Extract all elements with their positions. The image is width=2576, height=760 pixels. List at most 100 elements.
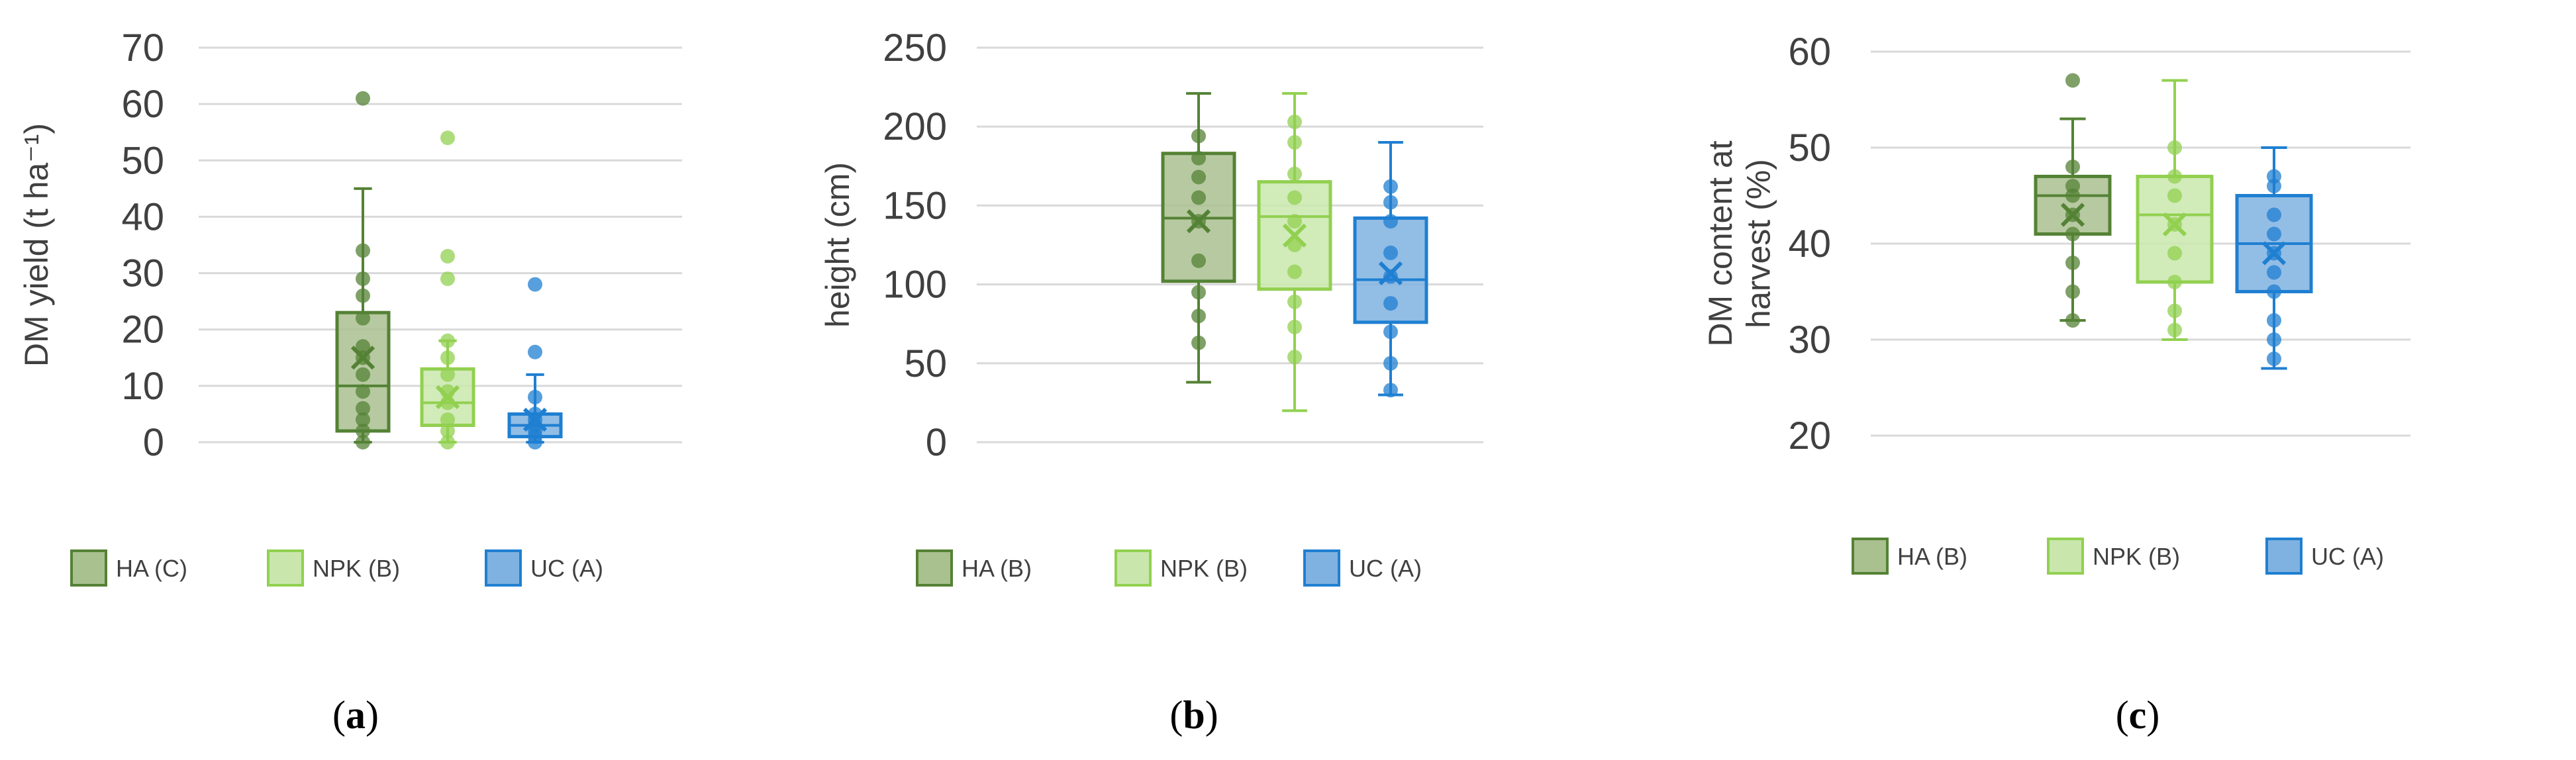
data-point <box>528 389 542 404</box>
data-point <box>1191 285 1206 300</box>
y-tick-label: 30 <box>1788 318 1831 361</box>
panel-label: (a) <box>332 693 379 737</box>
mean-marker <box>2162 212 2187 237</box>
data-point <box>2267 169 2281 184</box>
legend-swatch <box>2047 538 2084 575</box>
data-point <box>356 91 370 106</box>
series-3 <box>2235 146 2313 370</box>
data-point <box>2267 265 2281 280</box>
panel-label: (c) <box>2116 693 2160 737</box>
legend-item: UC (A) <box>1303 549 1422 587</box>
data-point <box>1287 115 1302 130</box>
data-point <box>1287 350 1302 365</box>
data-point <box>2065 284 2080 299</box>
chart-panel-a: 0 10 20 30 40 50 60 70 DM yield (t ha⁻¹) HA (C) NP… <box>18 26 682 737</box>
chart-panel-c: 20 30 40 50 60 DM content atharvest (%) HA (B)… <box>1702 30 2410 737</box>
panel-label: (b) <box>1169 693 1218 737</box>
mean-marker <box>435 385 460 410</box>
series-1 <box>1161 92 1236 384</box>
y-tick-label: 200 <box>883 105 947 148</box>
data-point <box>1287 166 1302 181</box>
legend-swatch <box>1852 538 1889 575</box>
data-point <box>356 384 370 399</box>
data-point <box>2167 303 2182 318</box>
mean-marker <box>1186 209 1211 234</box>
data-point <box>528 344 542 359</box>
data-point <box>1287 319 1302 334</box>
legend: HA (B) NPK (B) UC (A) <box>1852 538 2384 575</box>
y-tick-label: 30 <box>121 252 164 295</box>
data-point <box>1383 179 1398 194</box>
data-point <box>440 412 455 427</box>
legend-swatch <box>485 549 522 587</box>
legend-item: UC (A) <box>2265 538 2384 575</box>
data-point <box>1191 335 1206 350</box>
data-point <box>1383 214 1398 229</box>
data-point <box>1191 190 1206 205</box>
data-point <box>1191 253 1206 268</box>
legend-swatch <box>70 549 107 587</box>
legend-swatch <box>2265 538 2303 575</box>
mean-marker <box>350 346 375 370</box>
data-point <box>2167 275 2182 289</box>
data-point <box>440 249 455 264</box>
data-point <box>2167 140 2182 155</box>
legend-label: HA (B) <box>962 555 1032 582</box>
data-point <box>528 277 542 292</box>
mean-marker <box>2261 241 2287 265</box>
data-point <box>2267 207 2281 222</box>
legend-label: UC (A) <box>1349 555 1422 582</box>
data-point <box>440 130 455 146</box>
chart-panel-b: 0 50 100 150 200 250 height (cm) HA (B) NPK (B) U… <box>819 26 1483 737</box>
series-1 <box>2034 73 2112 328</box>
data-point <box>356 412 370 427</box>
legend: HA (B) NPK (B) UC (A) <box>916 549 1422 587</box>
y-tick-label: 50 <box>121 139 164 182</box>
data-point <box>440 271 455 287</box>
data-point <box>1383 296 1398 311</box>
series-3 <box>1353 141 1428 398</box>
legend-label: HA (B) <box>1897 543 1967 570</box>
data-point <box>356 288 370 303</box>
data-point <box>1287 135 1302 150</box>
data-point <box>356 271 370 287</box>
legend-item: HA (C) <box>70 549 187 587</box>
data-point <box>2267 352 2281 366</box>
legend-label: HA (C) <box>116 555 187 582</box>
panel-label-letter: c <box>2129 693 2147 737</box>
data-point <box>1191 169 1206 185</box>
data-point <box>440 423 455 438</box>
y-axis-label: DM content atharvest (%) <box>1702 140 1777 346</box>
data-point <box>2065 226 2080 242</box>
y-tick-label: 0 <box>926 421 947 464</box>
data-point <box>1383 195 1398 210</box>
panel-label-open: ( <box>1169 693 1183 737</box>
series-1 <box>335 91 391 450</box>
data-point <box>2267 332 2281 347</box>
y-tick-label: 70 <box>121 26 164 70</box>
data-point <box>1191 128 1206 144</box>
panel-label-open: ( <box>332 693 346 737</box>
y-tick-label: 60 <box>1788 30 1831 73</box>
data-point <box>2065 179 2080 193</box>
data-point <box>1191 309 1206 324</box>
legend-item: NPK (B) <box>1115 549 1248 587</box>
legend-label: UC (A) <box>2311 543 2384 570</box>
legend-label: NPK (B) <box>313 555 400 582</box>
data-point <box>1287 264 1302 279</box>
data-point <box>2267 284 2281 299</box>
data-point <box>440 333 455 348</box>
data-point <box>440 367 455 382</box>
data-point <box>356 310 370 326</box>
legend-item: NPK (B) <box>267 549 400 587</box>
y-axis-label-line: DM content at <box>1702 140 1739 346</box>
y-axis-label: height (cm) <box>819 162 856 328</box>
y-tick-label: 250 <box>883 26 947 70</box>
panel-label-close: ) <box>366 693 379 737</box>
y-tick-label: 50 <box>1788 126 1831 169</box>
panel-label-open: ( <box>2116 693 2129 737</box>
y-tick-label: 0 <box>143 421 164 464</box>
data-point <box>2167 188 2182 203</box>
data-point <box>356 339 370 354</box>
data-point <box>440 350 455 365</box>
